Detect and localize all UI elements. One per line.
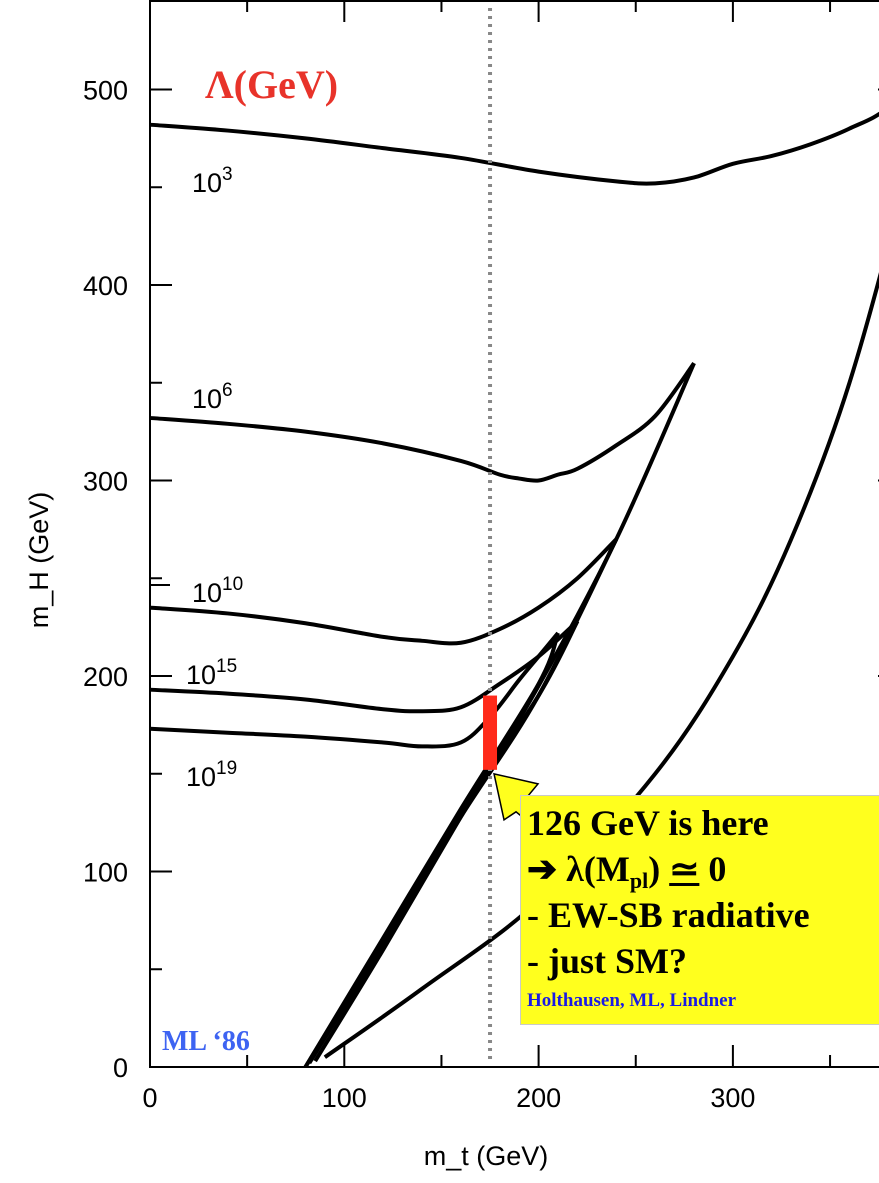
upper-curve (149, 619, 579, 714)
y-tick-label: 0 (113, 1053, 128, 1083)
x-tick-label: 100 (322, 1083, 367, 1113)
y-tick-label: 100 (83, 858, 128, 888)
x-axis-label: m_t (GeV) (424, 1141, 549, 1171)
annotation-line-3: - EW-SB radiative (527, 895, 810, 935)
upper-curve (149, 111, 879, 186)
lower-curve (303, 632, 560, 1069)
curve-label: 1015 (186, 656, 237, 690)
y-axis-label: m_H (GeV) (24, 492, 54, 629)
highlight-band (483, 695, 498, 770)
curve-label: 106 (192, 380, 233, 414)
curve-label: 103 (192, 164, 233, 198)
y-tick-label: 500 (83, 76, 128, 106)
upper-curve (149, 631, 560, 749)
annotation-line-4: - just SM? (527, 941, 687, 981)
upper-curve (149, 362, 696, 483)
y-tick-label: 300 (83, 467, 128, 497)
plot-frame (149, 0, 879, 1068)
curve-label: 1019 (186, 758, 237, 792)
annotation-line-1: 126 GeV is here (527, 803, 769, 843)
lower-curve (323, 272, 879, 1059)
x-tick-label: 300 (710, 1083, 755, 1113)
x-tick-label: 200 (516, 1083, 561, 1113)
credit-label: ML ‘86 (162, 1026, 250, 1057)
legend-title: Λ(GeV) (205, 62, 338, 107)
x-tick-label: 0 (142, 1083, 157, 1113)
curve-label: 1010 (192, 574, 243, 608)
annotation-credit: Holthausen, ML, Lindner (527, 990, 737, 1011)
annotation-line-2: ➔ λ(Mpl) ≃ 0 (527, 849, 727, 893)
upper-curve (149, 537, 618, 646)
y-tick-label: 400 (83, 271, 128, 301)
y-tick-label: 200 (83, 662, 128, 692)
annotation-box: 126 GeV is here ➔ λ(Mpl) ≃ 0 - EW-SB rad… (520, 795, 879, 1025)
